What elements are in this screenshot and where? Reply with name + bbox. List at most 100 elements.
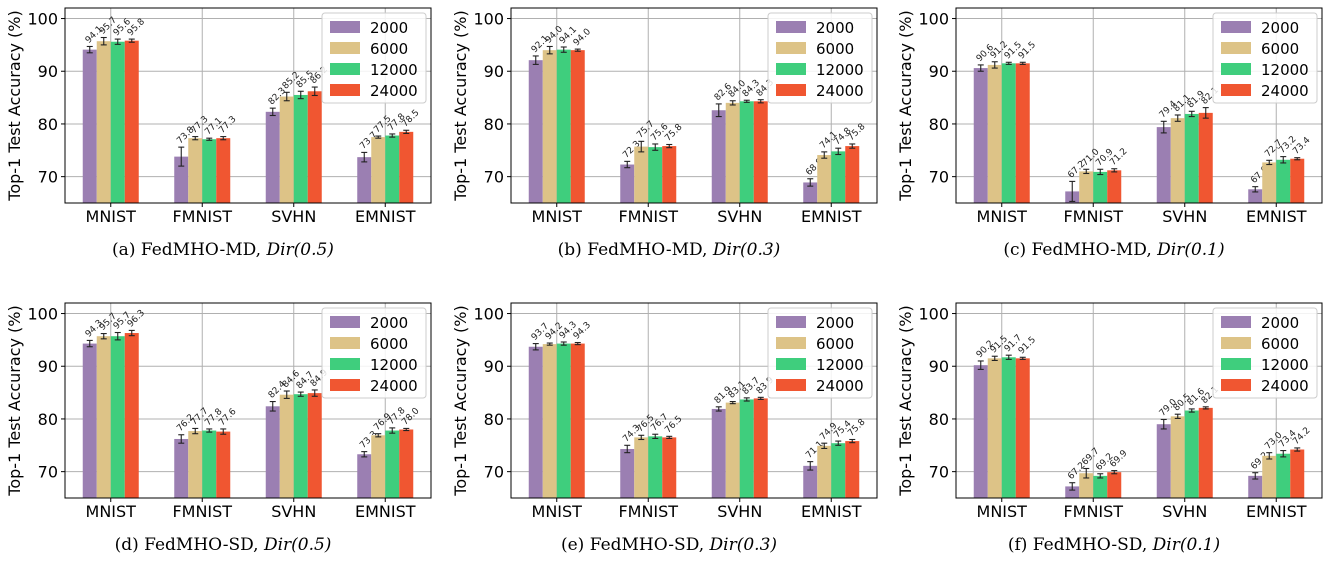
- chart-a-legend-label: 12000: [370, 61, 418, 79]
- chart-c-xtick-label: EMNIST: [1246, 207, 1307, 226]
- chart-d-bar: [265, 406, 280, 498]
- chart-b-bar: [528, 60, 543, 203]
- chart-b-bar: [831, 151, 846, 203]
- chart-c-bar: [1107, 170, 1122, 203]
- chart-a-legend-swatch: [330, 84, 360, 96]
- chart-d-xtick-label: EMNIST: [355, 502, 416, 521]
- caption-d: (d) FedMHO-SD, Dir(0.5): [0, 535, 446, 555]
- chart-c-bar: [1093, 171, 1108, 203]
- chart-c-ytick-label: 100: [918, 10, 949, 29]
- chart-f-xtick-label: EMNIST: [1246, 502, 1307, 521]
- chart-a: 94.173.882.373.795.777.385.277.595.677.1…: [5, 7, 432, 226]
- chart-e-bar: [528, 346, 543, 498]
- chart-c-legend-label: 2000: [1261, 19, 1299, 37]
- chart-a-legend-swatch: [330, 21, 360, 33]
- chart-c-xtick-label: MNIST: [977, 207, 1028, 226]
- chart-c-legend-swatch: [1221, 63, 1251, 75]
- caption-b-dir: Dir(0.3): [712, 240, 781, 260]
- chart-b-frame: [510, 7, 878, 204]
- chart-b-legend: [767, 12, 873, 104]
- chart-b-bar: [662, 146, 677, 203]
- chart-d-legend-swatch: [330, 316, 360, 328]
- chart-c-legend-label: 24000: [1261, 82, 1309, 100]
- chart-d-bar: [202, 430, 217, 498]
- chart-a-bar: [385, 135, 400, 203]
- chart-f-bar: [1290, 449, 1305, 498]
- chart-e-bar: [725, 402, 740, 498]
- chart-d-legend-label: 2000: [370, 314, 408, 332]
- chart-f-legend-swatch: [1221, 358, 1251, 370]
- chart-b-bar: [803, 182, 818, 203]
- chart-d-legend: [321, 307, 427, 399]
- chart-b-bar: [817, 155, 832, 203]
- chart-f-bar: [1156, 424, 1171, 498]
- chart-a-legend: [321, 12, 427, 104]
- chart-a-bar: [96, 41, 111, 204]
- chart-c-bar: [1248, 189, 1263, 203]
- chart-f-bar: [1276, 453, 1291, 498]
- chart-a-xtick-label: MNIST: [86, 207, 137, 226]
- caption-b-label: (b) FedMHO-MD,: [557, 240, 713, 260]
- chart-a-bar: [307, 91, 322, 203]
- chart-d-legend-label: 6000: [370, 335, 408, 353]
- chart-f-legend: [1212, 307, 1318, 399]
- chart-d-ytick-label: 80: [38, 410, 58, 429]
- chart-e-legend-swatch: [776, 379, 806, 391]
- chart-f-ytick-label: 100: [918, 305, 949, 324]
- chart-c-legend-swatch: [1221, 42, 1251, 54]
- chart-f-legend-swatch: [1221, 379, 1251, 391]
- chart-c: 90.667.279.467.691.271.081.172.791.570.9…: [896, 7, 1323, 226]
- caption-e: (e) FedMHO-SD, Dir(0.3): [446, 535, 892, 555]
- chart-a-xtick-label: EMNIST: [355, 207, 416, 226]
- chart-b-bar: [556, 49, 571, 204]
- chart-b-legend-swatch: [776, 84, 806, 96]
- chart-a-ytick-label: 70: [38, 168, 58, 187]
- chart-f-bar: [1065, 486, 1080, 498]
- chart-c-legend-label: 6000: [1261, 40, 1299, 58]
- chart-d-ytick-label: 70: [38, 463, 58, 482]
- chart-c-bar: [1170, 118, 1185, 203]
- chart-f-ytick-label: 80: [929, 410, 949, 429]
- chart-e-xtick-label: FMNIST: [618, 502, 678, 521]
- chart-e-ylabel: Top-1 Test Accuracy (%): [451, 305, 470, 496]
- chart-f-legend-swatch: [1221, 337, 1251, 349]
- chart-a-bar: [357, 157, 372, 203]
- chart-d-ytick-label: 100: [27, 305, 58, 324]
- chart-d-bar: [174, 438, 189, 498]
- chart-e-bar: [845, 441, 860, 498]
- chart-f-bar: [1198, 407, 1213, 498]
- chart-d-ylabel: Top-1 Test Accuracy (%): [5, 305, 24, 496]
- chart-d-bar: [371, 435, 386, 498]
- chart-b-bar: [620, 164, 635, 203]
- chart-c-bar: [973, 68, 988, 203]
- chart-d-xtick-label: FMNIST: [172, 502, 232, 521]
- chart-e-legend-label: 2000: [816, 314, 854, 332]
- chart-b-ytick-label: 90: [484, 62, 504, 81]
- chart-d-legend-label: 24000: [370, 377, 418, 395]
- chart-a-legend-label: 24000: [370, 82, 418, 100]
- chart-e-bar: [753, 398, 768, 498]
- chart-c-bar: [1198, 112, 1213, 203]
- chart-f-ytick-label: 90: [929, 357, 949, 376]
- chart-f-bar: [1262, 455, 1277, 498]
- chart-d-bar: [307, 393, 322, 498]
- chart-d-value-label: 96.3: [126, 308, 147, 329]
- chart-c-bar: [1015, 63, 1030, 204]
- chart-b-legend-label: 6000: [816, 40, 854, 58]
- chart-e: 93.774.381.971.194.276.583.174.994.376.7…: [451, 302, 878, 521]
- chart-a-bar: [399, 131, 414, 203]
- chart-d-legend-label: 12000: [370, 356, 418, 374]
- chart-b-ylabel: Top-1 Test Accuracy (%): [451, 10, 470, 201]
- chart-d-xtick-label: SVHN: [271, 502, 316, 521]
- chart-c-legend-swatch: [1221, 21, 1251, 33]
- chart-a-bar: [265, 111, 280, 203]
- chart-e-ytick-label: 80: [484, 410, 504, 429]
- chart-b-legend-swatch: [776, 21, 806, 33]
- caption-a-dir: Dir(0.5): [266, 240, 334, 260]
- chart-d-bar: [357, 454, 372, 498]
- chart-a-bar: [174, 156, 189, 203]
- chart-c-ytick-label: 70: [929, 168, 949, 187]
- chart-d-xtick-label: MNIST: [86, 502, 137, 521]
- chart-e-xtick-label: EMNIST: [801, 502, 862, 521]
